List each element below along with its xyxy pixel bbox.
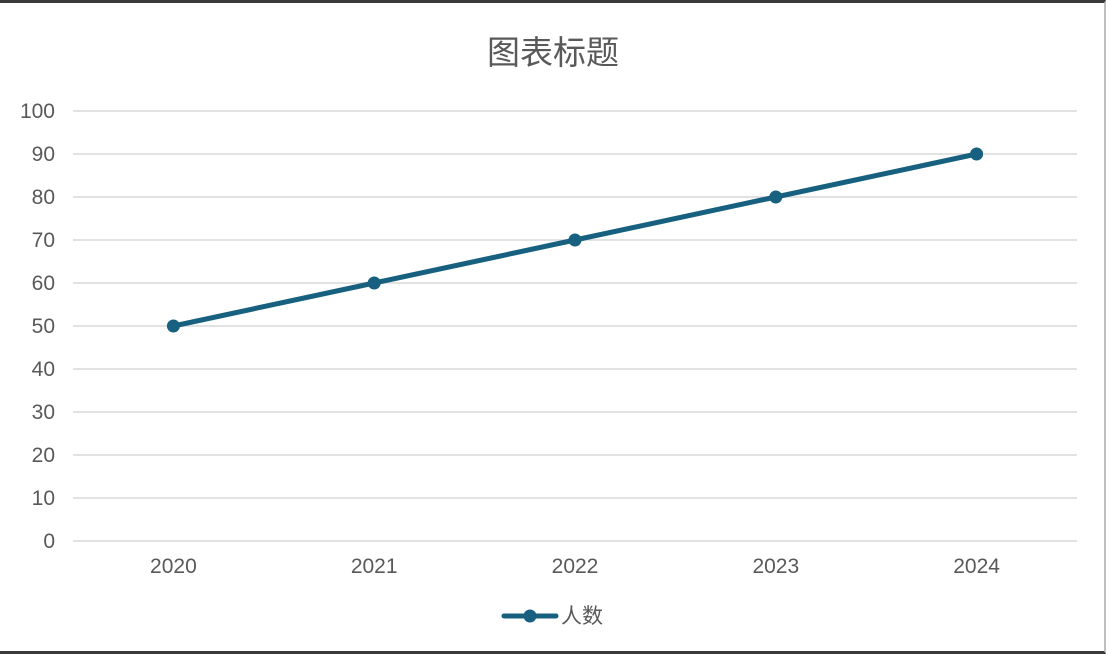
y-tick-label: 40 bbox=[32, 358, 55, 381]
y-tick-label: 60 bbox=[32, 272, 55, 295]
data-point[interactable] bbox=[166, 319, 180, 333]
y-tick-label: 100 bbox=[20, 100, 55, 123]
legend[interactable]: 人数 bbox=[501, 604, 603, 628]
y-tick-label: 30 bbox=[32, 401, 55, 424]
legend-series-label: 人数 bbox=[561, 604, 603, 628]
data-point[interactable] bbox=[568, 233, 582, 247]
y-tick-label: 90 bbox=[32, 143, 55, 166]
x-tick-label: 2023 bbox=[752, 555, 799, 578]
plot-series[interactable] bbox=[166, 147, 984, 333]
chart-title[interactable]: 图表标题 bbox=[487, 33, 619, 72]
y-tick-label: 10 bbox=[32, 487, 55, 510]
x-tick-label: 2024 bbox=[953, 555, 1000, 578]
line-chart: 图表标题 0 10 20 30 40 50 60 70 80 90 100 2020 2021 2022… bbox=[20, 33, 1077, 628]
gridlines bbox=[73, 110, 1077, 542]
x-tick-label: 2022 bbox=[552, 555, 599, 578]
x-axis-tick-labels: 2020 2021 2022 2023 2024 bbox=[150, 555, 1000, 578]
y-tick-label: 20 bbox=[32, 444, 55, 467]
x-tick-label: 2021 bbox=[351, 555, 398, 578]
y-tick-label: 50 bbox=[32, 315, 55, 338]
y-tick-label: 0 bbox=[43, 530, 55, 553]
data-point[interactable] bbox=[367, 276, 381, 290]
y-axis-tick-labels: 0 10 20 30 40 50 60 70 80 90 100 bbox=[20, 100, 55, 553]
x-tick-label: 2020 bbox=[150, 555, 197, 578]
y-tick-label: 70 bbox=[32, 229, 55, 252]
data-point[interactable] bbox=[769, 190, 783, 204]
data-point[interactable] bbox=[970, 147, 984, 161]
y-tick-label: 80 bbox=[32, 186, 55, 209]
legend-point-marker bbox=[523, 609, 537, 623]
